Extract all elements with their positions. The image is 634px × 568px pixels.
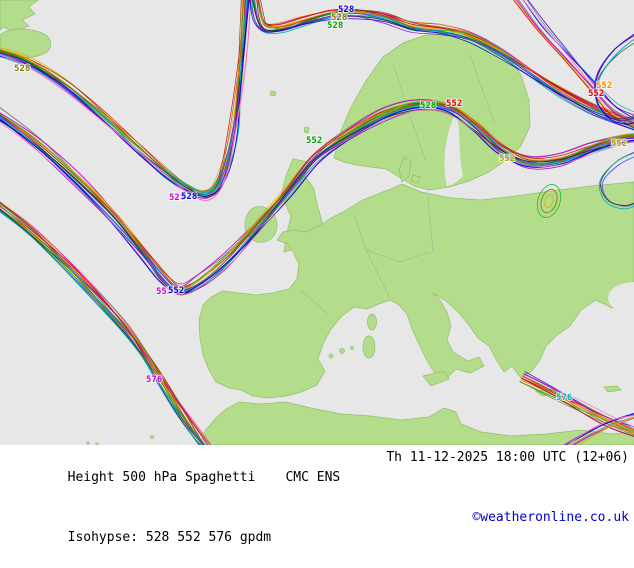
- land-sardinia: [363, 336, 375, 358]
- land-balearic-3: [351, 347, 354, 350]
- caption-row-1: Height 500 hPa Spaghetti CMC ENS Th 11-12…: [5, 448, 629, 508]
- contour-label: 528: [327, 21, 343, 31]
- contour-label: 552: [446, 99, 462, 109]
- contour-label: 528: [181, 192, 197, 202]
- isohypse-levels: 528 552 576: [146, 530, 232, 545]
- contour-label: 552: [596, 81, 612, 91]
- land-balearic-2: [340, 349, 345, 354]
- caption-left-1: Height 500 hPa Spaghetti CMC ENS: [5, 448, 340, 508]
- land-corsica: [368, 314, 377, 330]
- contour-label: 552: [611, 139, 627, 149]
- isohypse-unit: gpdm: [240, 530, 271, 545]
- model-name: CMC ENS: [285, 470, 340, 485]
- contour-label: 576: [146, 375, 162, 385]
- land-madeira: [151, 436, 154, 439]
- isohypse-label: Isohypse:: [68, 530, 138, 545]
- map-title: Height 500 hPa Spaghetti: [68, 470, 256, 485]
- land-faroe: [270, 91, 276, 96]
- caption-row-2: Isohypse: 528 552 576 gpdm ©weatheronlin…: [5, 508, 629, 568]
- copyright: ©weatheronline.co.uk: [472, 508, 629, 568]
- caption-left-2: Isohypse: 528 552 576 gpdm: [5, 508, 271, 568]
- contour-label: 552: [168, 286, 184, 296]
- contour-label: 576: [556, 393, 572, 403]
- contour-label: 552: [306, 136, 322, 146]
- land-canary-1: [87, 442, 89, 444]
- land-balearic-1: [329, 354, 333, 358]
- contour-label: 528: [14, 64, 30, 74]
- contour-label: 528: [420, 101, 436, 111]
- contour-label: 552: [499, 154, 515, 164]
- land-shetland: [304, 127, 309, 133]
- valid-datetime: Th 11-12-2025 18:00 UTC (12+06): [386, 448, 629, 508]
- land-canary-2: [96, 443, 98, 445]
